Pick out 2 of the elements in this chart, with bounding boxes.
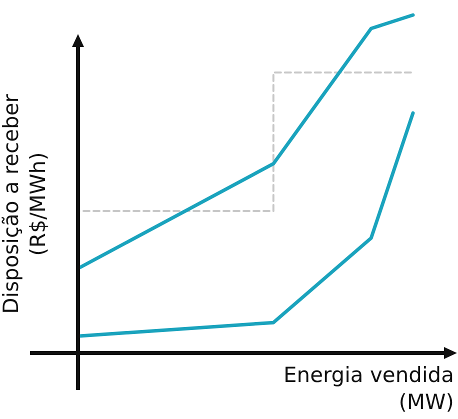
y-axis-title: Disposição a receber (R$/MWh) — [0, 93, 51, 316]
x-axis-title: Energia vendida (MW) — [282, 362, 454, 416]
